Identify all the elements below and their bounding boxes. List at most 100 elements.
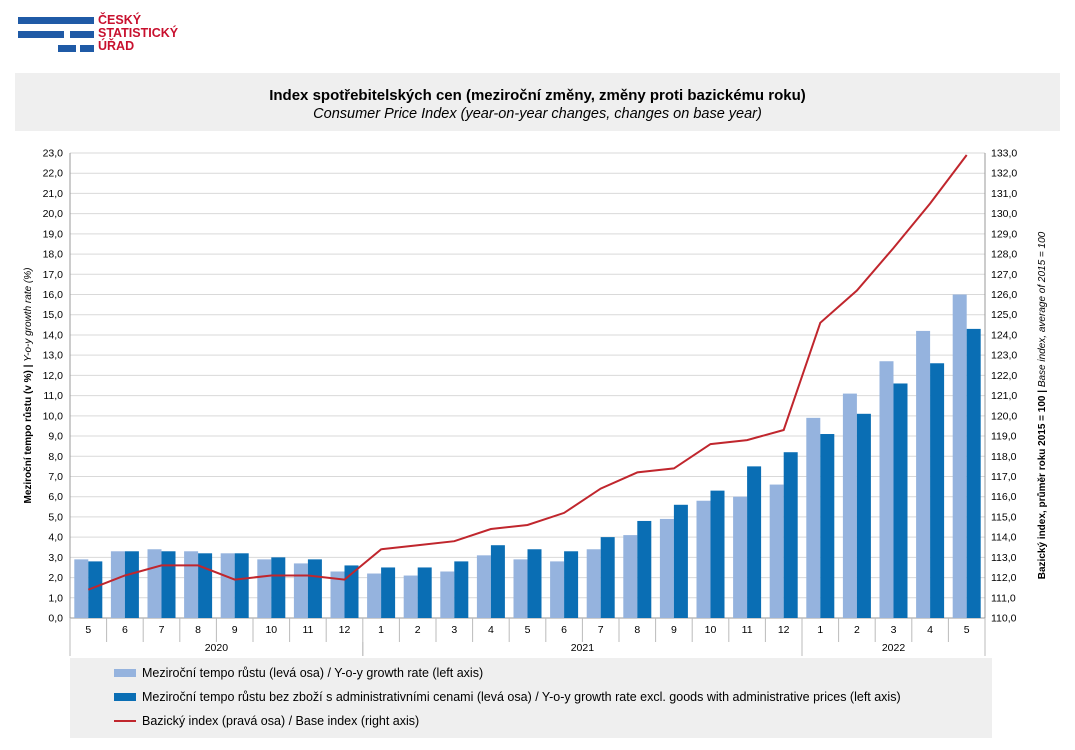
- bar-growth-excl: [966, 328, 981, 618]
- left-tick-label: 17,0: [43, 269, 64, 281]
- x-tick-label: 2: [415, 624, 421, 636]
- left-tick-label: 3,0: [48, 552, 63, 564]
- base-index-line: [87, 154, 968, 591]
- right-tick-label: 125,0: [991, 309, 1017, 321]
- logo-stripe: [80, 45, 94, 52]
- bar-growth-excl: [893, 383, 908, 618]
- left-tick-label: 7,0: [48, 471, 63, 483]
- x-tick-label: 5: [85, 624, 91, 636]
- bar-growth-excl: [710, 490, 725, 618]
- bar-growth: [513, 559, 528, 618]
- right-axis-title: Bazický index, průměr roku 2015 = 100 | …: [1036, 231, 1048, 579]
- bar-growth-excl: [161, 551, 176, 618]
- right-tick-label: 126,0: [991, 289, 1017, 301]
- bar-growth-excl: [454, 561, 469, 618]
- logo-line-2: STATISTICKÝ: [98, 26, 179, 40]
- right-tick-label: 132,0: [991, 168, 1017, 180]
- bar-growth-excl: [417, 567, 432, 618]
- x-tick-label: 1: [378, 624, 384, 636]
- left-tick-label: 9,0: [48, 431, 63, 443]
- left-tick-label: 8,0: [48, 451, 63, 463]
- x-tick-label: 7: [598, 624, 604, 636]
- right-tick-label: 130,0: [991, 208, 1017, 220]
- bar-growth-excl: [783, 452, 798, 618]
- legend-swatch-growth: [114, 669, 136, 677]
- x-tick-label: 1: [817, 624, 823, 636]
- x-tick-label: 5: [964, 624, 970, 636]
- bar-growth: [550, 561, 565, 618]
- logo-line-3: ÚŘAD: [98, 39, 135, 53]
- left-tick-label: 11,0: [43, 390, 63, 402]
- bar-growth: [696, 500, 711, 618]
- bar-growth: [110, 551, 125, 618]
- left-tick-label: 4,0: [48, 532, 63, 544]
- x-tick-label: 6: [561, 624, 567, 636]
- right-tick-label: 118,0: [991, 451, 1017, 463]
- left-axis-title: Meziroční tempo růstu (v %) | Y-o-y grow…: [22, 268, 34, 504]
- right-tick-label: 120,0: [991, 410, 1017, 422]
- right-tick-label: 131,0: [991, 188, 1017, 200]
- bar-growth: [623, 535, 638, 618]
- legend-label-base-index: Bazický index (pravá osa) / Base index (…: [142, 714, 420, 728]
- left-tick-label: 18,0: [43, 249, 64, 261]
- right-tick-label: 128,0: [991, 249, 1017, 261]
- chart-legend: Meziroční tempo růstu (levá osa) / Y-o-y…: [70, 658, 992, 738]
- bar-growth-excl: [344, 565, 359, 618]
- x-tick-label: 7: [159, 624, 165, 636]
- year-label: 2020: [205, 642, 229, 654]
- left-tick-label: 12,0: [43, 370, 64, 382]
- bar-growth-excl: [124, 551, 139, 618]
- bar-growth: [842, 393, 857, 618]
- left-tick-label: 5,0: [48, 511, 63, 523]
- bar-growth-excl: [856, 413, 871, 618]
- legend-swatch-base-index: [114, 720, 136, 722]
- logo-text: ČESKÝ STATISTICKÝ ÚŘAD: [98, 14, 178, 53]
- chart-title: Index spotřebitelských cen (meziroční zm…: [269, 87, 806, 104]
- x-tick-label: 8: [195, 624, 201, 636]
- right-tick-label: 129,0: [991, 228, 1017, 240]
- left-tick-label: 22,0: [43, 168, 64, 180]
- bar-growth: [257, 559, 272, 618]
- bar-growth: [220, 553, 235, 618]
- left-tick-label: 14,0: [43, 329, 64, 341]
- bar-growth-excl: [637, 520, 652, 618]
- x-tick-label: 2: [854, 624, 860, 636]
- left-tick-label: 23,0: [43, 148, 64, 160]
- x-tick-label: 3: [891, 624, 897, 636]
- left-tick-label: 1,0: [48, 592, 63, 604]
- bar-growth: [147, 549, 162, 618]
- right-tick-label: 110,0: [991, 613, 1017, 625]
- left-tick-label: 13,0: [43, 350, 64, 362]
- logo-stripe: [58, 45, 76, 52]
- logo-line-1: ČESKÝ: [98, 13, 142, 27]
- logo-stripe: [18, 31, 64, 38]
- x-tick-label: 5: [525, 624, 531, 636]
- bar-growth-excl: [490, 545, 505, 618]
- right-tick-label: 121,0: [991, 390, 1017, 402]
- bar-growth: [952, 294, 967, 618]
- right-tick-label: 123,0: [991, 350, 1017, 362]
- bar-growth-excl: [747, 466, 762, 618]
- x-tick-label: 6: [122, 624, 128, 636]
- bar-growth: [184, 551, 199, 618]
- right-tick-label: 115,0: [991, 511, 1017, 523]
- bar-growth-excl: [381, 567, 396, 618]
- x-tick-label: 3: [451, 624, 457, 636]
- bar-growth-excl: [88, 561, 103, 618]
- x-tick-label: 10: [265, 624, 277, 636]
- x-tick-label: 12: [339, 624, 351, 636]
- left-tick-label: 2,0: [48, 572, 63, 584]
- left-tick-label: 0,0: [48, 613, 63, 625]
- year-label: 2022: [882, 642, 906, 654]
- legend-item-growth-excl: Meziroční tempo růstu bez zboží s admini…: [114, 690, 901, 704]
- legend-label-growth: Meziroční tempo růstu (levá osa) / Y-o-y…: [142, 666, 484, 680]
- right-tick-label: 122,0: [991, 370, 1017, 382]
- bar-growth: [659, 518, 674, 618]
- bar-growth: [403, 575, 418, 618]
- x-tick-label: 4: [488, 624, 494, 636]
- x-tick-label: 11: [742, 624, 753, 636]
- x-tick-label: 10: [705, 624, 717, 636]
- year-label: 2021: [571, 642, 595, 654]
- x-tick-label: 12: [778, 624, 790, 636]
- left-tick-label: 15,0: [43, 309, 64, 321]
